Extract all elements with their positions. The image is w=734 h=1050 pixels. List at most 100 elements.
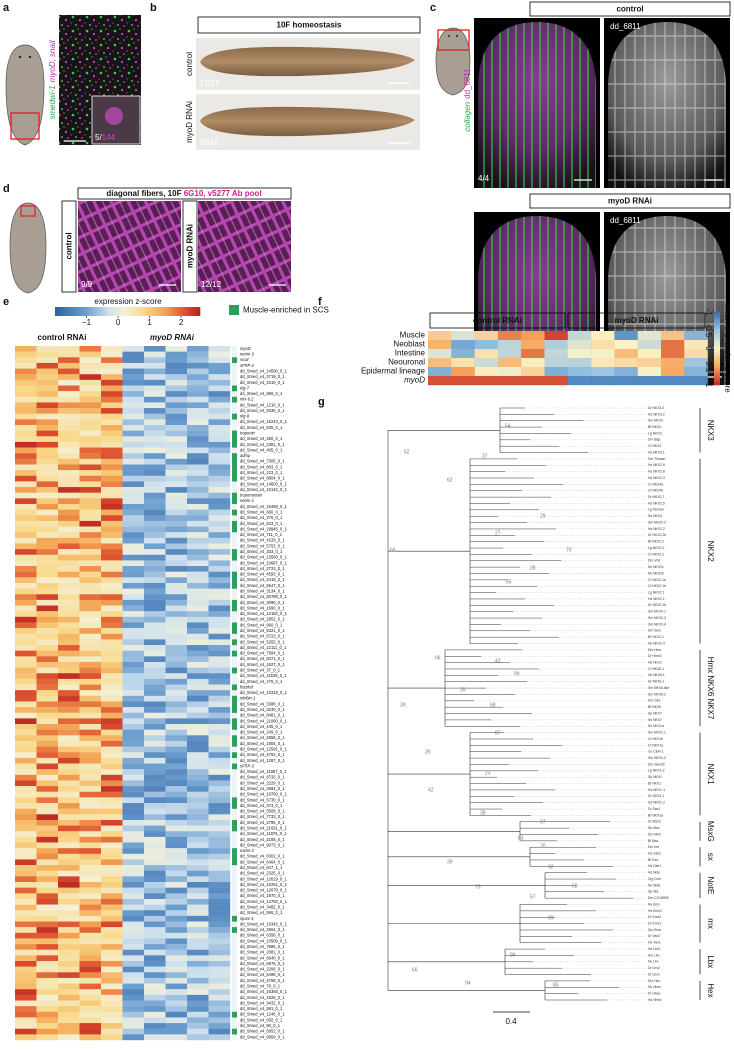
colorbar-step bbox=[714, 312, 720, 315]
tip-label: Hs NKX2.3 bbox=[648, 476, 665, 480]
heatmap-cell bbox=[36, 419, 59, 426]
heatmap-cell bbox=[15, 645, 37, 651]
heatmap-cell bbox=[591, 367, 615, 377]
heatmap-cell bbox=[187, 656, 209, 663]
heatmap-cell bbox=[165, 594, 188, 601]
heatmap-cell bbox=[614, 367, 638, 377]
header-box bbox=[429, 312, 566, 329]
heatmap-cell bbox=[36, 695, 59, 702]
heatmap-cell bbox=[661, 340, 685, 350]
heatmap-cell bbox=[58, 645, 80, 651]
heatmap-cell bbox=[144, 475, 166, 482]
heatmap-cell bbox=[79, 362, 102, 369]
heatmap-cell bbox=[187, 526, 209, 533]
heatmap-cell bbox=[165, 498, 188, 505]
muscle-flag bbox=[232, 441, 237, 448]
heatmap-cell bbox=[187, 1023, 209, 1029]
heatmap-cell bbox=[79, 385, 102, 392]
heatmap-cell bbox=[15, 346, 37, 352]
heatmap-cell bbox=[144, 1000, 166, 1007]
colorbar-step bbox=[149, 307, 152, 316]
muscle-flag bbox=[232, 740, 237, 747]
colorbar-step bbox=[714, 348, 720, 351]
heatmap-cell bbox=[208, 419, 231, 426]
heatmap-cell bbox=[497, 358, 522, 368]
heatmap-cell bbox=[165, 859, 188, 866]
muscle-flag bbox=[232, 667, 237, 674]
colorbar-step bbox=[183, 307, 186, 316]
heatmap-cell bbox=[79, 938, 102, 945]
heatmap-cell bbox=[101, 667, 123, 674]
tip-label: Bf NKX6 bbox=[648, 705, 661, 709]
heatmap-cell bbox=[36, 678, 59, 685]
heatmap-cell bbox=[79, 1023, 102, 1029]
bootstrap: 39 bbox=[400, 702, 406, 708]
heatmap-cell bbox=[79, 413, 102, 420]
heatmap-cell bbox=[58, 876, 80, 883]
heatmap-cell bbox=[187, 537, 209, 544]
heatmap-cell bbox=[208, 362, 231, 369]
heatmap-cell bbox=[101, 481, 123, 488]
heatmap-cell bbox=[101, 848, 123, 855]
heatmap-cell bbox=[79, 571, 102, 578]
heatmap-cell bbox=[101, 622, 123, 629]
heatmap-cell bbox=[58, 865, 80, 871]
heatmap-cell bbox=[79, 757, 102, 764]
heatmap-cell bbox=[497, 376, 522, 386]
heatmap-cell bbox=[15, 470, 37, 476]
heatmap-cell bbox=[79, 752, 102, 759]
colorbar-step bbox=[139, 307, 143, 316]
heatmap-cell bbox=[36, 836, 59, 843]
heatmap-cell bbox=[144, 769, 166, 776]
heatmap-cell bbox=[474, 331, 499, 341]
heatmap-cell bbox=[122, 865, 145, 871]
heatmap-cell bbox=[101, 1017, 123, 1024]
heatmap-cell bbox=[187, 599, 209, 606]
heatmap-cell bbox=[165, 487, 188, 493]
heatmap-cell bbox=[79, 391, 102, 397]
heatmap-cell bbox=[208, 1034, 231, 1041]
heatmap-cell bbox=[36, 718, 59, 725]
heatmap-cell bbox=[101, 475, 123, 482]
heatmap-cell bbox=[208, 678, 231, 685]
heatmap-cell bbox=[15, 554, 37, 561]
heatmap-cell bbox=[58, 379, 80, 386]
heatmap-cell bbox=[101, 633, 123, 640]
heatmap-cell bbox=[144, 724, 166, 730]
heatmap-cell bbox=[144, 402, 166, 409]
heatmap-cell bbox=[15, 628, 37, 634]
gene-label: dd_Smed_v4_1804_0_1 bbox=[240, 741, 285, 746]
heatmap-cell bbox=[79, 932, 102, 939]
heatmap-cell bbox=[36, 661, 59, 668]
heatmap-cell bbox=[122, 611, 145, 618]
colorbar-step bbox=[132, 307, 136, 316]
heatmap-cell bbox=[79, 560, 102, 567]
heatmap-cell bbox=[15, 1006, 37, 1012]
heatmap-cell bbox=[122, 1028, 145, 1035]
heatmap-cell bbox=[451, 358, 475, 368]
heatmap-cell bbox=[208, 724, 231, 730]
heatmap-cell bbox=[208, 707, 231, 713]
heatmap-cell bbox=[36, 927, 59, 933]
heatmap-cell bbox=[208, 898, 231, 905]
gene-label: dd_Smed_v4_5509_0_1 bbox=[240, 809, 285, 814]
heatmap-cell bbox=[36, 1034, 59, 1041]
heatmap-cell bbox=[122, 994, 145, 1001]
tip-label: Sm NKX2-2 bbox=[648, 520, 666, 524]
heatmap-cell bbox=[144, 368, 166, 375]
heatmap-cell bbox=[101, 859, 123, 866]
heatmap-cell bbox=[187, 436, 209, 443]
heatmap-cell bbox=[187, 983, 209, 990]
heatmap-cell bbox=[208, 582, 231, 589]
heatmap-cell bbox=[208, 633, 231, 640]
heatmap-cell bbox=[187, 870, 209, 877]
heatmap-cell bbox=[187, 1000, 209, 1007]
heatmap-cell bbox=[122, 509, 145, 516]
heatmap-cell bbox=[79, 509, 102, 516]
tip-label: Dm Bap bbox=[648, 438, 660, 442]
heatmap-cell bbox=[36, 994, 59, 1001]
heatmap-cell bbox=[58, 470, 80, 476]
heatmap-cell bbox=[144, 701, 166, 708]
heatmap-cell bbox=[15, 797, 37, 804]
heatmap-cell bbox=[165, 944, 188, 950]
